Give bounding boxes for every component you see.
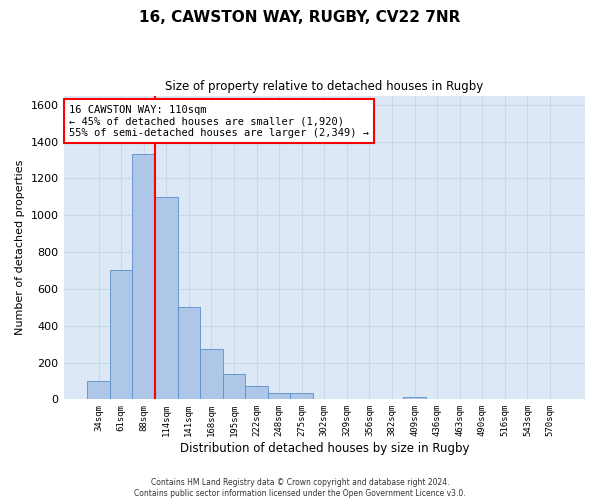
Bar [200,348,223,400]
Title: Size of property relative to detached houses in Rugby: Size of property relative to detached ho… [165,80,484,93]
Text: 16 CAWSTON WAY: 110sqm
← 45% of detached houses are smaller (1,920)
55% of semi-: 16 CAWSTON WAY: 110sqm ← 45% of detached… [69,104,369,138]
Bar [403,396,426,400]
Bar [133,154,155,400]
Text: Contains HM Land Registry data © Crown copyright and database right 2024.
Contai: Contains HM Land Registry data © Crown c… [134,478,466,498]
Bar [245,386,268,400]
Bar [155,197,178,400]
Bar [87,381,110,400]
Bar [223,374,245,400]
X-axis label: Distribution of detached houses by size in Rugby: Distribution of detached houses by size … [179,442,469,455]
Text: 16, CAWSTON WAY, RUGBY, CV22 7NR: 16, CAWSTON WAY, RUGBY, CV22 7NR [139,10,461,25]
Bar [178,308,200,400]
Y-axis label: Number of detached properties: Number of detached properties [15,160,25,335]
Bar [110,270,133,400]
Bar [268,393,290,400]
Bar [290,393,313,400]
